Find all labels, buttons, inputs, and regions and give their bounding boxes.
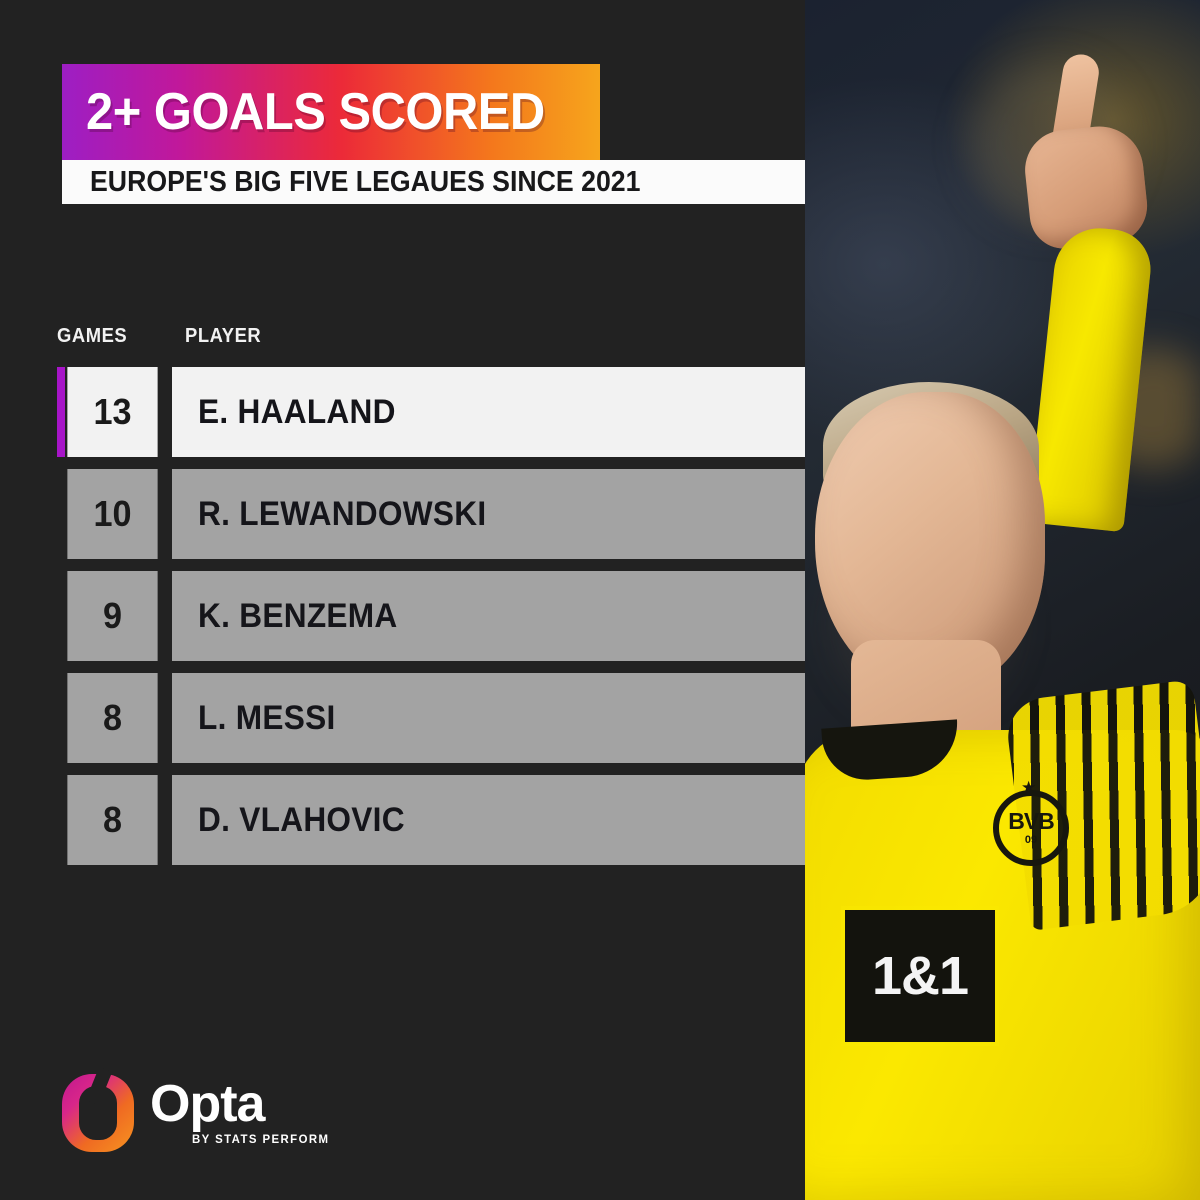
row-player-label: K. BENZEMA xyxy=(198,596,398,635)
club-crest-icon: BVB 09 xyxy=(993,790,1069,866)
row-player-label: L. MESSI xyxy=(198,698,336,737)
row-games-value: 9 xyxy=(67,571,158,661)
row-accent-bar xyxy=(57,673,65,763)
row-player-name: K. BENZEMA xyxy=(172,571,807,661)
table-row[interactable]: 13 E. HAALAND xyxy=(57,367,807,457)
opta-word: Opta xyxy=(150,1075,265,1134)
opta-logo: Opta BY STATS PERFORM xyxy=(62,1074,337,1152)
row-player-label: E. HAALAND xyxy=(198,392,396,431)
table-row[interactable]: 10 R. LEWANDOWSKI xyxy=(57,469,807,559)
crest-sub-text: 09 xyxy=(1024,834,1038,846)
ranking-table: 13 E. HAALAND 10 R. LEWANDOWSKI 9 K. BEN… xyxy=(57,367,807,877)
opta-tagline: BY STATS PERFORM xyxy=(192,1131,330,1146)
opta-wordmark: Opta BY STATS PERFORM xyxy=(150,1075,337,1146)
column-header-games: GAMES xyxy=(57,325,128,347)
table-row[interactable]: 8 D. VLAHOVIC xyxy=(57,775,807,865)
page-title: 2+ GOALS SCORED xyxy=(86,83,545,141)
table-row[interactable]: 9 K. BENZEMA xyxy=(57,571,807,661)
row-player-label: R. LEWANDOWSKI xyxy=(198,494,487,533)
row-accent-bar xyxy=(57,571,65,661)
row-games-value: 10 xyxy=(67,469,158,559)
row-games-value: 8 xyxy=(67,775,158,865)
column-header-player: PLAYER xyxy=(185,325,262,347)
row-accent-bar xyxy=(57,775,65,865)
row-player-name: R. LEWANDOWSKI xyxy=(172,469,807,559)
row-games-value: 8 xyxy=(67,673,158,763)
row-accent-bar xyxy=(57,367,65,457)
row-games-value: 13 xyxy=(67,367,158,457)
jersey-sponsor-logo: 1&1 xyxy=(845,910,995,1042)
row-player-name: L. MESSI xyxy=(172,673,807,763)
title-gradient-bar: 2+ GOALS SCORED xyxy=(62,64,600,160)
row-player-label: D. VLAHOVIC xyxy=(198,800,405,839)
subtitle-bar: EUROPE'S BIG FIVE LEGAUES SINCE 2021 xyxy=(62,160,815,204)
row-player-name: D. VLAHOVIC xyxy=(172,775,807,865)
opta-mark-icon xyxy=(62,1074,134,1152)
row-accent-bar xyxy=(57,469,65,559)
table-row[interactable]: 8 L. MESSI xyxy=(57,673,807,763)
player-photo: ★ BVB 09 1&1 xyxy=(805,0,1200,1200)
header-block: 2+ GOALS SCORED EUROPE'S BIG FIVE LEGAUE… xyxy=(62,64,815,204)
crest-main-text: BVB xyxy=(1008,808,1055,834)
page-subtitle: EUROPE'S BIG FIVE LEGAUES SINCE 2021 xyxy=(90,165,641,198)
content-panel: 2+ GOALS SCORED EUROPE'S BIG FIVE LEGAUE… xyxy=(0,0,808,1200)
row-player-name: E. HAALAND xyxy=(172,367,807,457)
